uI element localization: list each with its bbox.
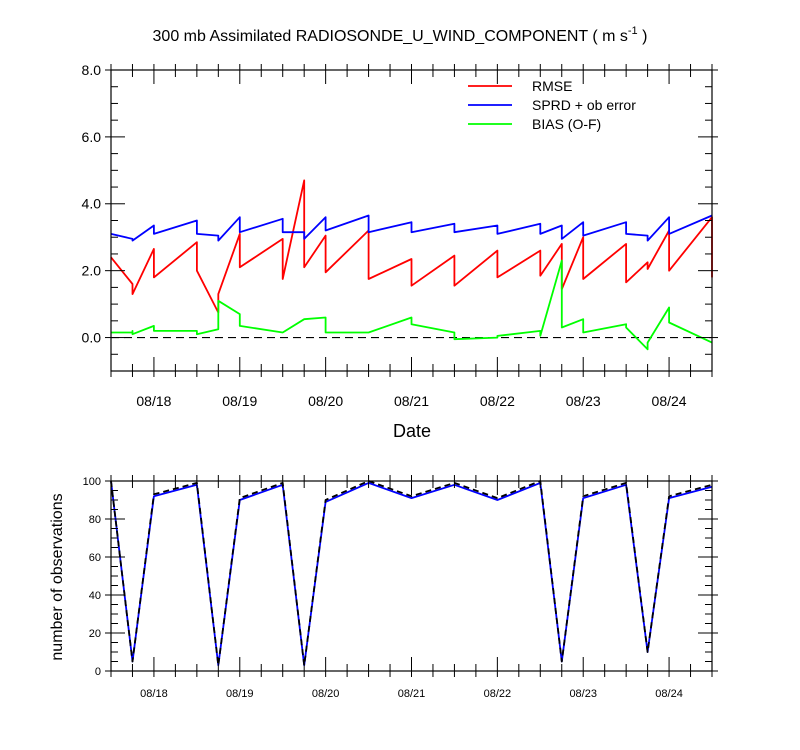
x-tick-label: 08/24 <box>655 688 683 700</box>
y-tick-label: 80 <box>89 514 101 526</box>
x-tick-label: 08/19 <box>226 688 254 700</box>
series-line-observations-possible <box>110 480 713 667</box>
legend-label: BIAS (O-F) <box>532 116 601 132</box>
legend: RMSE SPRD + ob error BIAS (O-F) <box>468 78 636 132</box>
y-tick-label: 4.0 <box>82 196 102 212</box>
x-tick-label: 08/18 <box>140 688 168 700</box>
bottom-x-ticks: 08/18 08/19 08/20 08/21 08/22 08/23 08/24 <box>110 475 713 700</box>
bottom-plot: 08/18 08/19 08/20 08/21 08/22 08/23 08/24 0 20 4… <box>83 475 718 700</box>
bottom-y-ticks: 0 20 40 60 80 100 <box>83 476 718 678</box>
series-line-sprd-ob-error <box>110 214 713 242</box>
x-tick-label: 08/18 <box>136 393 171 409</box>
top-plot-frame <box>110 69 713 372</box>
top-x-axis-label: Date <box>393 421 431 441</box>
chart-title: 300 mb Assimilated RADIOSONDE_U_WIND_COM… <box>153 25 648 45</box>
legend-label: RMSE <box>532 78 572 94</box>
bottom-series-group <box>110 480 713 667</box>
x-tick-label: 08/22 <box>484 688 512 700</box>
x-tick-label: 08/23 <box>569 688 597 700</box>
series-line-observations-used <box>110 480 713 667</box>
y-tick-label: 0 <box>95 666 101 678</box>
chart-title-end: ) <box>638 28 648 45</box>
x-tick-label: 08/20 <box>308 393 343 409</box>
y-tick-label: 40 <box>89 590 101 602</box>
top-series-group <box>110 179 713 351</box>
y-tick-label: 6.0 <box>82 129 102 145</box>
y-tick-label: 0.0 <box>82 329 102 345</box>
chart-title-main: 300 mb Assimilated RADIOSONDE_U_WIND_COM… <box>153 28 628 45</box>
series-line-bias-o-f- <box>111 259 713 351</box>
x-tick-label: 08/24 <box>652 393 687 409</box>
y-tick-label: 60 <box>89 552 101 564</box>
y-tick-label: 20 <box>89 628 101 640</box>
x-tick-label: 08/23 <box>566 393 601 409</box>
x-tick-label: 08/22 <box>480 393 515 409</box>
top-plot: 08/18 08/19 08/20 08/21 08/22 08/23 08/24 0.0 2… <box>82 62 718 409</box>
y-tick-label: 2.0 <box>82 263 102 279</box>
top-x-ticks: 08/18 08/19 08/20 08/21 08/22 08/23 08/24 <box>110 64 713 409</box>
series-line-rmse <box>110 179 713 314</box>
bottom-y-axis-label: number of observations <box>49 493 66 660</box>
x-tick-label: 08/21 <box>398 688 426 700</box>
chart-title-unit-exponent: -1 <box>628 25 638 37</box>
x-tick-label: 08/20 <box>312 688 340 700</box>
y-tick-label: 8.0 <box>82 62 102 78</box>
x-tick-label: 08/21 <box>394 393 429 409</box>
bottom-plot-frame <box>110 480 713 672</box>
y-tick-label: 100 <box>83 476 101 488</box>
x-tick-label: 08/19 <box>222 393 257 409</box>
legend-label: SPRD + ob error <box>532 97 636 113</box>
